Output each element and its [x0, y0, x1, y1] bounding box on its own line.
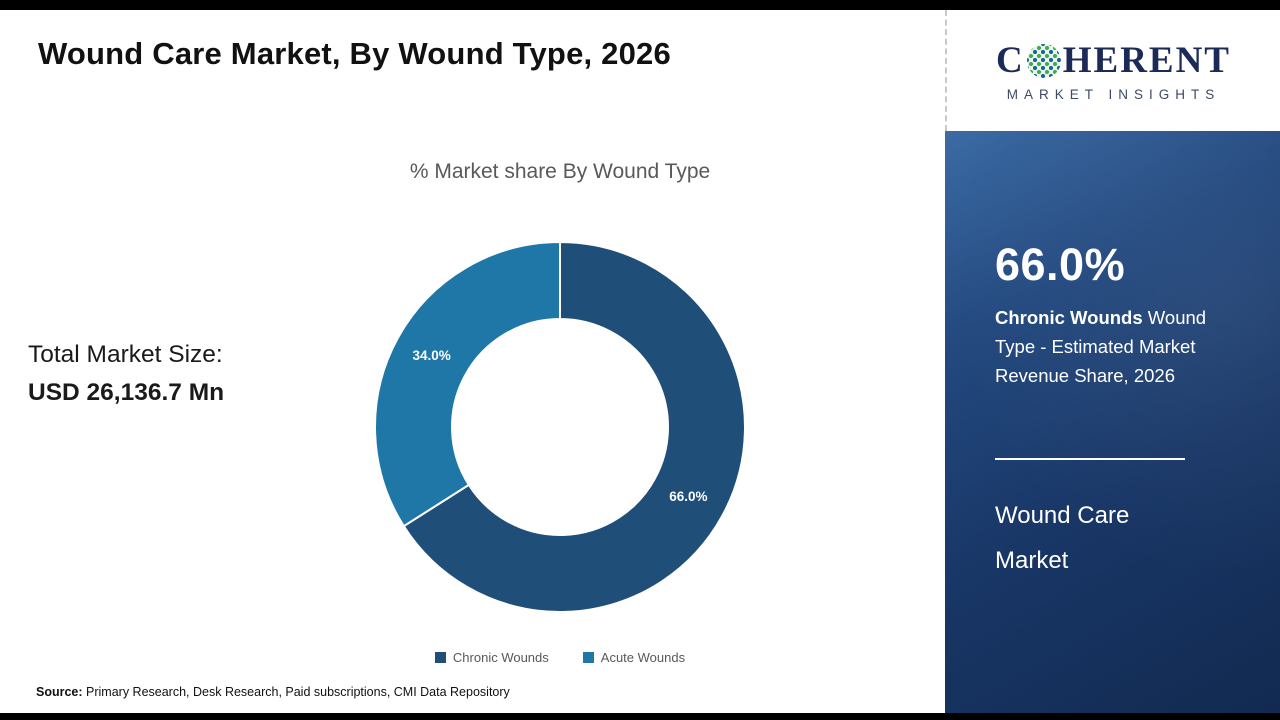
- legend-swatch: [582, 652, 594, 663]
- logo-word-start: C: [996, 40, 1025, 81]
- top-black-bar: [0, 0, 1280, 10]
- logo-subtitle: MARKET INSIGHTS: [1006, 87, 1221, 102]
- legend-label: Chronic Wounds: [452, 650, 549, 665]
- legend-label: Acute Wounds: [600, 650, 686, 665]
- legend-swatch: [434, 652, 446, 663]
- source-text: Primary Research, Desk Research, Paid su…: [82, 685, 510, 699]
- highlight-description: Chronic Wounds Wound Type - Estimated Ma…: [995, 303, 1243, 390]
- donut-chart-container: 66.0% 34.0%: [340, 207, 780, 647]
- highlight-value: 66.0%: [995, 239, 1126, 290]
- panel-report-title: Wound Care Market: [995, 502, 1130, 574]
- logo-word-end: HERENT: [1062, 40, 1231, 81]
- chart-title: % Market share By Wound Type: [409, 160, 711, 183]
- legend-item-acute: Acute Wounds: [582, 650, 686, 665]
- panel-divider: [995, 458, 1185, 460]
- donut-slice: [374, 240, 561, 528]
- bottom-black-bar: [0, 713, 1280, 720]
- chart-legend: Chronic Wounds Acute Wounds: [260, 650, 860, 665]
- donut-slice-label: 66.0%: [669, 489, 707, 504]
- coherent-logo: C HERENT: [996, 39, 1231, 82]
- source-label: Source:: [36, 685, 83, 699]
- total-market-size-label: Total Market Size:: [28, 341, 223, 368]
- right-column: C HERENT MARKET INSIGHTS 66.0% Chronic W…: [945, 0, 1280, 720]
- main-chart-area: Wound Care Market, By Wound Type, 2026 %…: [0, 10, 945, 713]
- globe-icon: [1026, 43, 1061, 78]
- highlight-description-bold: Chronic Wounds: [995, 307, 1143, 328]
- donut-slice: [402, 240, 746, 613]
- source-line: Source: Primary Research, Desk Research,…: [36, 685, 510, 699]
- highlight-description-rest: Wound Type - Estimated Market Revenue Sh…: [995, 307, 1207, 386]
- donut-slice-label: 34.0%: [412, 348, 450, 363]
- total-market-size-value: USD 26,136.7 Mn: [28, 379, 225, 406]
- total-market-size: Total Market Size: USD 26,136.7 Mn: [28, 336, 224, 412]
- legend-item-chronic: Chronic Wounds: [434, 650, 549, 665]
- page-title: Wound Care Market, By Wound Type, 2026: [38, 36, 671, 71]
- highlight-panel: 66.0% Chronic Wounds Wound Type - Estima…: [945, 131, 1280, 713]
- donut-chart: 66.0% 34.0%: [374, 240, 746, 613]
- logo-box: C HERENT MARKET INSIGHTS: [945, 10, 1280, 131]
